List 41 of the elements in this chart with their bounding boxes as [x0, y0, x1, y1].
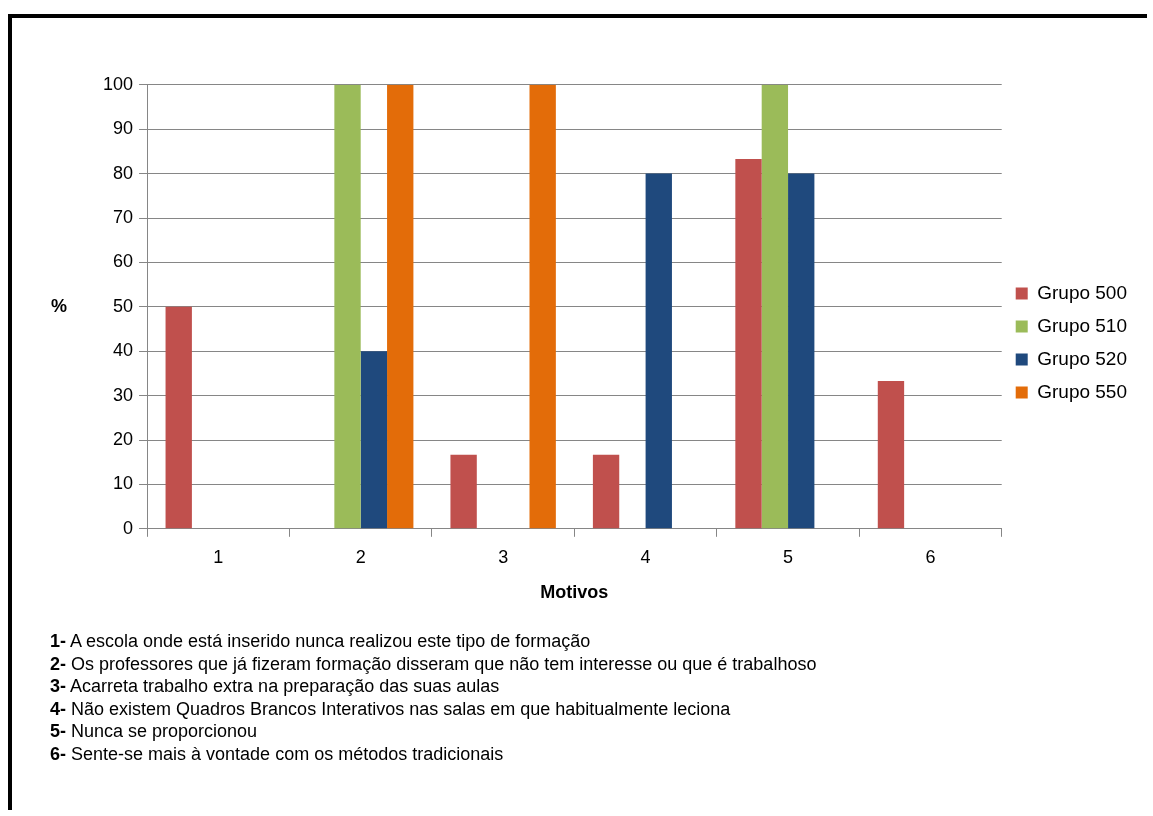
y-tick-label: 0 — [123, 517, 134, 538]
bar — [592, 454, 620, 529]
y-tick-label: 60 — [113, 251, 134, 272]
x-axis-title: Motivos — [540, 582, 609, 603]
y-axis-title: % — [51, 295, 68, 316]
bar — [450, 454, 477, 529]
y-tick-label: 100 — [102, 73, 134, 94]
y-tick-label: 30 — [113, 384, 134, 405]
bar — [529, 84, 556, 529]
bar — [387, 84, 414, 529]
legend-label: Grupo 510 — [1037, 314, 1128, 336]
x-tick-label: 3 — [498, 546, 509, 567]
x-tick-label: 6 — [925, 546, 936, 567]
text: 5- Nunca se proporcionou — [50, 720, 259, 743]
legend-label: Grupo 500 — [1037, 281, 1128, 303]
text: 4- Não existem Quadros Brancos Interativos nas salas em que habitualmente leciona — [50, 697, 732, 720]
y-tick-label: 20 — [113, 428, 134, 449]
bar — [788, 173, 815, 529]
bar — [761, 84, 789, 529]
y-tick-label: 40 — [113, 340, 134, 361]
bar — [645, 173, 672, 529]
bar — [735, 158, 762, 529]
legend-label: Grupo 520 — [1037, 347, 1128, 369]
bar — [165, 306, 192, 529]
x-tick-label: 1 — [213, 546, 224, 567]
y-tick-label: 50 — [113, 295, 134, 316]
y-tick-label: 10 — [113, 473, 134, 494]
bar — [360, 351, 388, 529]
text: 3- Acarreta trabalho extra na preparação das suas aulas — [50, 675, 501, 698]
legend-label: Grupo 550 — [1037, 380, 1128, 402]
x-tick-label: 5 — [783, 546, 794, 567]
text: 1- A escola onde está inserido nunca realizou este tipo de formação — [50, 630, 592, 653]
text: 2- Os professores que já fizeram formação disseram que não tem interesse ou que é trabalhoso — [50, 652, 817, 675]
bar — [877, 380, 905, 529]
text: 6- Sente-se mais à vontade com os métodos tradicionais — [50, 742, 505, 765]
x-tick-label: 2 — [355, 546, 366, 567]
y-tick-label: 80 — [113, 162, 134, 183]
x-tick-label: 4 — [640, 546, 651, 567]
y-tick-label: 90 — [113, 118, 134, 139]
bar — [334, 84, 361, 529]
y-tick-label: 70 — [113, 206, 134, 227]
